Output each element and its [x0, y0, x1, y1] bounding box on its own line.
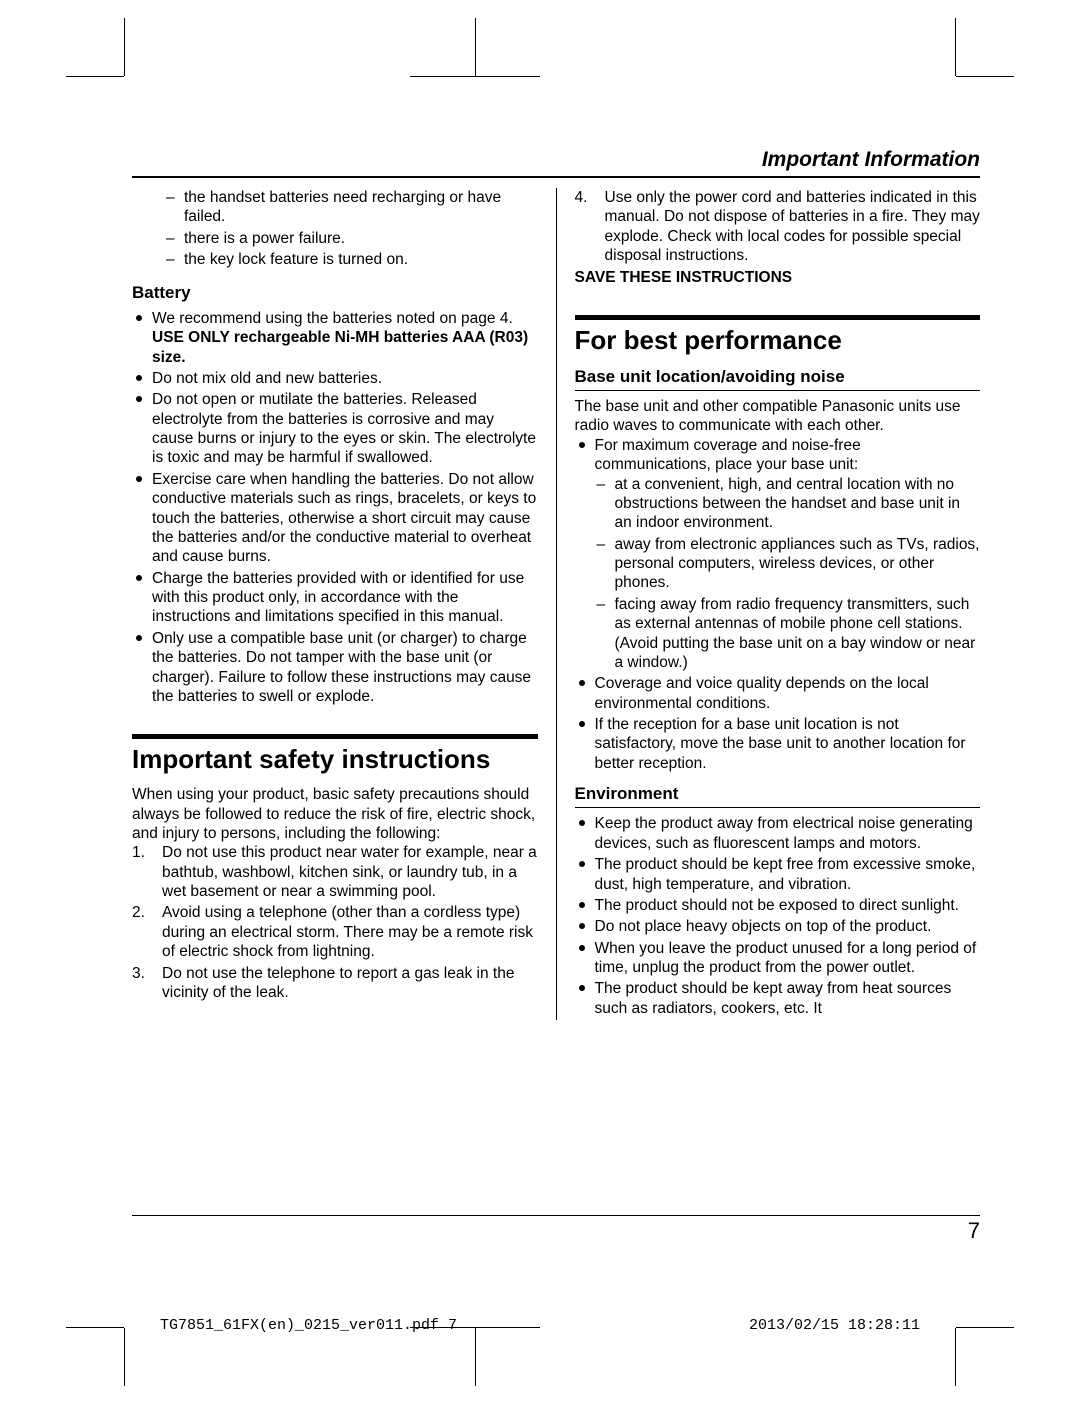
performance-heading: For best performance [575, 326, 981, 356]
section-divider [132, 734, 538, 739]
list-item: For maximum coverage and noise-free comm… [593, 436, 981, 673]
nested-dash-list: at a convenient, high, and central locat… [595, 475, 981, 673]
list-item: Do not place heavy objects on top of the… [593, 917, 981, 936]
list-item: away from electronic appliances such as … [615, 535, 981, 593]
list-item: at a convenient, high, and central locat… [615, 475, 981, 533]
text: Do not use this product near water for e… [162, 844, 537, 900]
crop-mark [955, 18, 956, 76]
left-column: the handset batteries need recharging or… [132, 188, 538, 1020]
list-number: 1. [132, 843, 145, 862]
text: For maximum coverage and noise-free comm… [595, 437, 861, 473]
safety-numbered-list-cont: 4. Use only the power cord and batteries … [575, 188, 981, 266]
base-unit-list: For maximum coverage and noise-free comm… [575, 436, 981, 773]
two-column-layout: the handset batteries need recharging or… [132, 188, 980, 1020]
crop-mark [955, 1328, 956, 1386]
list-item: If the reception for a base unit locatio… [593, 715, 981, 773]
list-item: We recommend using the batteries noted o… [150, 309, 538, 367]
list-item: The product should be kept free from exc… [593, 855, 981, 894]
list-item: 3.Do not use the telephone to report a g… [162, 964, 538, 1003]
list-number: 3. [132, 964, 145, 983]
crop-mark [410, 76, 540, 77]
battery-list: We recommend using the batteries noted o… [132, 309, 538, 707]
list-item: Coverage and voice quality depends on th… [593, 674, 981, 713]
bold-text: USE ONLY rechargeable Ni-MH batteries AA… [152, 329, 528, 365]
crop-mark [124, 18, 125, 76]
list-item: the key lock feature is turned on. [184, 250, 538, 269]
list-item: Keep the product away from electrical no… [593, 814, 981, 853]
list-item: Do not mix old and new batteries. [150, 369, 538, 388]
list-item: The product should be kept away from hea… [593, 979, 981, 1018]
list-item: 1.Do not use this product near water for… [162, 843, 538, 901]
text: Use only the power cord and batteries in… [605, 189, 980, 264]
crop-mark [66, 76, 124, 77]
environment-heading: Environment [575, 783, 981, 808]
page-content: Important Information the handset batter… [132, 148, 980, 1204]
crop-mark [66, 1327, 124, 1328]
base-unit-intro: The base unit and other compatible Panas… [575, 397, 981, 436]
crop-mark [124, 1328, 125, 1386]
save-instructions: SAVE THESE INSTRUCTIONS [575, 268, 981, 287]
crop-mark [956, 1327, 1014, 1328]
battery-heading: Battery [132, 282, 538, 303]
page-number: 7 [132, 1215, 980, 1244]
safety-intro: When using your product, basic safety pr… [132, 785, 538, 843]
list-item: Only use a compatible base unit (or char… [150, 629, 538, 707]
list-item: The product should not be exposed to dir… [593, 896, 981, 915]
footer-timestamp: 2013/02/15 18:28:11 [749, 1317, 920, 1334]
section-divider [575, 315, 981, 320]
list-item: When you leave the product unused for a … [593, 939, 981, 978]
base-unit-heading: Base unit location/avoiding noise [575, 366, 981, 391]
list-item: facing away from radio frequency transmi… [615, 595, 981, 673]
safety-numbered-list: 1. Do not use this product near water for… [132, 843, 538, 1002]
continued-dash-list: the handset batteries need recharging or… [132, 188, 538, 270]
crop-mark [475, 18, 476, 76]
list-item: Do not open or mutilate the batteries. R… [150, 390, 538, 468]
environment-list: Keep the product away from electrical no… [575, 814, 981, 1018]
list-item: 4.Use only the power cord and batteries … [605, 188, 981, 266]
list-item: the handset batteries need recharging or… [184, 188, 538, 227]
print-footer: TG7851_61FX(en)_0215_ver011.pdf 7 2013/0… [160, 1317, 920, 1334]
list-item: 2.Avoid using a telephone (other than a … [162, 903, 538, 961]
crop-mark [475, 1328, 476, 1386]
list-number: 4. [575, 188, 588, 207]
right-column: 4. Use only the power cord and batteries … [575, 188, 981, 1020]
list-item: Charge the batteries provided with or id… [150, 569, 538, 627]
list-number: 2. [132, 903, 145, 922]
footer-filename: TG7851_61FX(en)_0215_ver011.pdf 7 [160, 1317, 457, 1334]
text: Do not use the telephone to report a gas… [162, 965, 514, 1001]
text: Avoid using a telephone (other than a co… [162, 904, 533, 960]
column-divider [556, 188, 557, 1020]
page-header-title: Important Information [132, 148, 980, 178]
list-item: Exercise care when handling the batterie… [150, 470, 538, 567]
crop-mark [956, 76, 1014, 77]
text: We recommend using the batteries noted o… [152, 310, 513, 327]
list-item: there is a power failure. [184, 229, 538, 248]
safety-heading: Important safety instructions [132, 745, 538, 775]
